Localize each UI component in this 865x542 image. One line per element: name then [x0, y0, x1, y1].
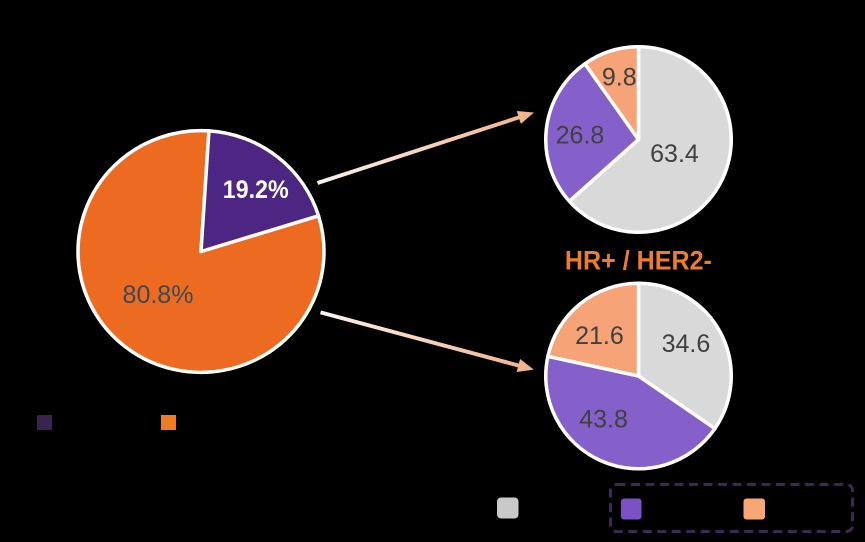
- svg-text:9.8: 9.8: [602, 63, 637, 91]
- svg-text:63.4: 63.4: [650, 140, 699, 168]
- svg-text:HR+ / HER2-: HR+ / HER2-: [565, 246, 712, 276]
- svg-text:43.8: 43.8: [579, 406, 628, 434]
- svg-text:21.6: 21.6: [575, 322, 624, 350]
- svg-text:34.6: 34.6: [662, 330, 711, 358]
- svg-text:26.8: 26.8: [556, 121, 605, 149]
- svg-text:80.8%: 80.8%: [123, 281, 194, 309]
- svg-text:19.2%: 19.2%: [223, 176, 289, 204]
